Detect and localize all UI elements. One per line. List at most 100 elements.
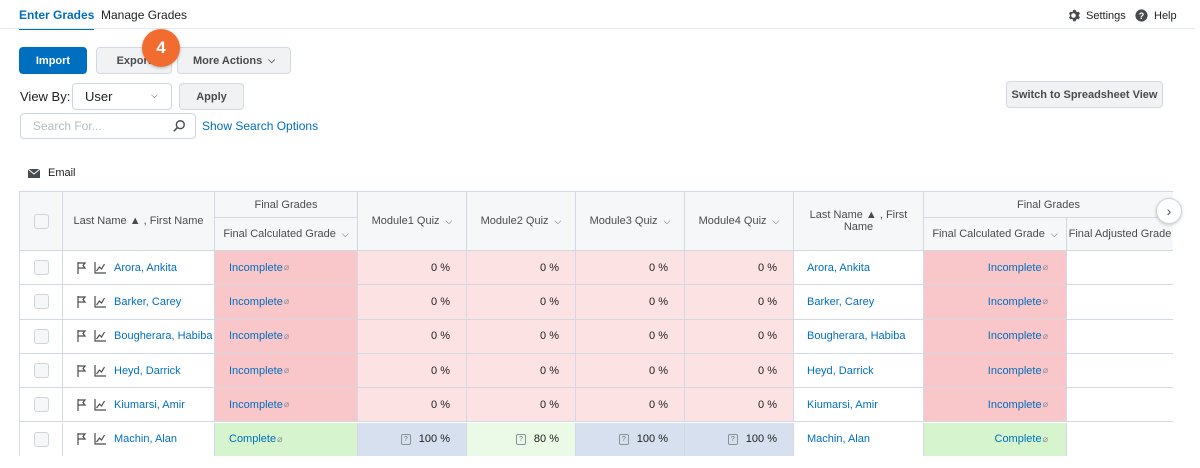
quiz-score: 0 %	[431, 261, 450, 274]
chart-icon[interactable]	[94, 330, 106, 342]
student-name-link[interactable]: Heyd, Darrick	[807, 364, 874, 377]
chart-icon[interactable]	[94, 433, 106, 445]
hidden-eye-icon: ⌀	[283, 296, 290, 307]
row-select-cell	[20, 251, 63, 286]
name-cell-2: Bougherara, Habiba	[794, 319, 924, 354]
final-grade-cell: Incomplete ⌀	[215, 285, 358, 320]
hidden-eye-icon: ⌀	[283, 262, 290, 273]
grade-status-link[interactable]: Incomplete	[987, 295, 1042, 308]
student-name-link[interactable]: Arora, Ankita	[807, 261, 870, 274]
column-header-label: Module1 Quiz	[371, 215, 440, 227]
grade-status-link[interactable]: Complete	[229, 433, 277, 446]
name-cell: Barker, Carey	[63, 285, 215, 320]
module1-quiz-cell: 0 %	[358, 251, 467, 286]
view-by-label: View By:	[20, 89, 71, 104]
chart-icon[interactable]	[94, 364, 106, 377]
help-link[interactable]: ? Help	[1135, 9, 1177, 22]
quiz-score: 0 %	[758, 330, 777, 343]
column-header-name[interactable]: Last Name ▲ , First Name	[63, 192, 215, 251]
module2-quiz-cell: 0 %	[467, 251, 576, 286]
student-name-link[interactable]: Machin, Alan	[114, 433, 177, 446]
quiz-score: 100 %	[745, 433, 777, 446]
chart-icon[interactable]	[94, 295, 106, 308]
import-button[interactable]: Import	[19, 47, 87, 74]
chart-icon[interactable]	[94, 398, 106, 411]
grade-status-link[interactable]: Complete	[994, 433, 1042, 446]
final-adjusted-grade-cell	[1067, 354, 1173, 389]
column-header-module2-quiz[interactable]: Module2 Quiz ⌵	[467, 192, 576, 251]
tab-enter-grades[interactable]: Enter Grades	[19, 8, 95, 30]
chevron-down-icon: ⌵	[554, 215, 562, 226]
module1-quiz-cell: ? 100 %	[358, 422, 467, 456]
flag-icon[interactable]	[77, 261, 87, 274]
column-header-label: Module2 Quiz	[480, 215, 549, 227]
module4-quiz-cell: 0 %	[685, 251, 794, 286]
grade-status-link[interactable]: Incomplete	[987, 261, 1042, 274]
module3-quiz-cell: 0 %	[576, 251, 685, 286]
grade-status-link[interactable]: Incomplete	[229, 295, 283, 308]
student-name-link[interactable]: Arora, Ankita	[114, 261, 177, 274]
module1-quiz-cell: 0 %	[358, 319, 467, 354]
flag-icon[interactable]	[77, 295, 87, 308]
column-header-final-adjusted-grade[interactable]: Final Adjusted Grade	[1067, 218, 1173, 251]
row-checkbox[interactable]	[33, 294, 49, 310]
grade-status-link[interactable]: Incomplete	[229, 398, 283, 411]
group-header-final-grades: Final Grades	[215, 192, 358, 218]
grade-status-link[interactable]: Incomplete	[987, 330, 1042, 343]
student-name-link[interactable]: Kiumarsi, Amir	[807, 398, 878, 411]
name-cell-2: Machin, Alan	[794, 422, 924, 456]
student-name-link[interactable]: Machin, Alan	[807, 433, 870, 446]
student-name-link[interactable]: Heyd, Darrick	[114, 364, 181, 377]
name-cell-2: Arora, Ankita	[794, 251, 924, 286]
row-select-cell	[20, 319, 63, 354]
column-header-final-calculated-grade-2[interactable]: Final Calculated Grade ⌵	[924, 218, 1067, 251]
student-name-link[interactable]: Barker, Carey	[807, 295, 875, 308]
column-header-module1-quiz[interactable]: Module1 Quiz ⌵	[358, 192, 467, 251]
quiz-score: 0 %	[431, 330, 450, 343]
select-all-checkbox[interactable]	[33, 213, 49, 229]
flag-icon[interactable]	[77, 433, 87, 446]
more-actions-button[interactable]: More Actions ⌵	[177, 47, 291, 74]
row-checkbox[interactable]	[33, 260, 49, 276]
student-name-link[interactable]: Kiumarsi, Amir	[114, 398, 185, 411]
row-checkbox[interactable]	[33, 431, 49, 447]
student-name-link[interactable]: Barker, Carey	[114, 295, 182, 308]
column-header-label: Module4 Quiz	[698, 215, 767, 227]
quiz-score: 0 %	[431, 364, 450, 377]
grade-status-link[interactable]: Incomplete	[229, 261, 283, 274]
grade-status-link[interactable]: Incomplete	[229, 330, 283, 343]
grade-status-link[interactable]: Incomplete	[987, 364, 1042, 377]
column-header-module3-quiz[interactable]: Module3 Quiz ⌵	[576, 192, 685, 251]
quiz-icon: ?	[515, 433, 526, 445]
chart-icon[interactable]	[94, 261, 106, 274]
column-header-label: Final Calculated Grade	[932, 228, 1045, 240]
settings-link[interactable]: Settings	[1067, 9, 1126, 22]
row-icons	[77, 295, 106, 308]
module1-quiz-cell: 0 %	[358, 353, 467, 389]
row-checkbox[interactable]	[33, 363, 49, 379]
module4-quiz-cell: ? 100 %	[685, 422, 794, 456]
student-name-link[interactable]: Bougherara, Habiba	[807, 330, 906, 343]
row-checkbox[interactable]	[33, 397, 49, 413]
flag-icon[interactable]	[77, 398, 87, 411]
row-select-cell	[20, 285, 63, 320]
column-header-name-2[interactable]: Last Name ▲ , First Name	[794, 192, 924, 251]
flag-icon[interactable]	[77, 364, 87, 377]
search-input[interactable]: Search For...	[20, 113, 196, 139]
show-search-options-link[interactable]: Show Search Options	[202, 119, 319, 133]
row-checkbox[interactable]	[33, 328, 49, 344]
scroll-right-button[interactable]: ›	[1156, 198, 1182, 224]
chevron-down-icon: ⌵	[772, 215, 780, 226]
student-name-link[interactable]: Bougherara, Habiba	[114, 330, 213, 343]
switch-spreadsheet-view-button[interactable]: Switch to Spreadsheet View	[1006, 81, 1163, 108]
view-by-select[interactable]: User ⌵	[72, 83, 172, 110]
grade-status-link[interactable]: Incomplete	[987, 398, 1042, 411]
column-header-final-calculated-grade[interactable]: Final Calculated Grade ⌵	[215, 218, 358, 251]
flag-icon[interactable]	[77, 330, 87, 343]
email-action[interactable]: Email	[28, 167, 76, 179]
apply-button[interactable]: Apply	[179, 83, 244, 110]
tab-manage-grades[interactable]: Manage Grades	[101, 8, 188, 22]
search-icon[interactable]	[172, 119, 186, 133]
column-header-module4-quiz[interactable]: Module4 Quiz ⌵	[685, 192, 794, 251]
grade-status-link[interactable]: Incomplete	[229, 364, 283, 377]
